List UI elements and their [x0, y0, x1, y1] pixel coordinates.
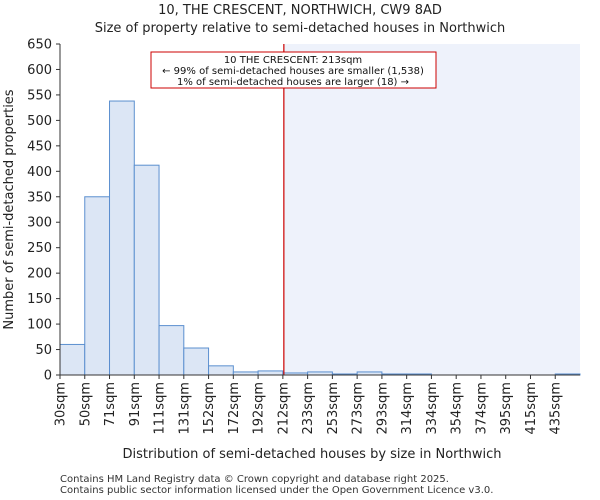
x-ticks-group: 30sqm 50sqm 71sqm 91sqm 111sqm 131sqm 152sqm 17…	[54, 375, 564, 435]
y-tick-label-500: 500	[27, 114, 52, 129]
annotation-box: 10 THE CRESCENT: 213sqm ← 99% of semi-de…	[150, 51, 437, 89]
x-tick-label-293sqm: 293sqm	[375, 382, 390, 435]
x-tick-label-334sqm: 334sqm	[425, 382, 440, 435]
x-tick-label-374sqm: 374sqm	[474, 382, 489, 435]
y-tick-label-50: 50	[35, 343, 52, 358]
x-tick-label-172sqm: 172sqm	[227, 382, 242, 435]
title-line-1: 10, THE CRESCENT, NORTHWICH, CW9 8AD	[158, 3, 442, 18]
x-tick-label-111sqm: 111sqm	[153, 382, 168, 435]
y-tick-label-350: 350	[27, 190, 52, 205]
bar-30sqm	[59, 343, 86, 376]
y-tick-label-150: 150	[27, 292, 52, 307]
x-tick-label-435sqm: 435sqm	[549, 382, 564, 435]
axes-group	[59, 44, 580, 376]
bar-131sqm	[183, 347, 210, 376]
y-tick-label-400: 400	[27, 165, 52, 180]
x-tick-label-253sqm: 253sqm	[326, 382, 341, 435]
x-tick-label-233sqm: 233sqm	[301, 382, 316, 435]
chart-title: 10, THE CRESCENT, NORTHWICH, CW9 8AD Siz…	[0, 2, 600, 38]
bars-group	[59, 100, 581, 376]
x-axis-label: Distribution of semi-detached houses by …	[123, 447, 502, 462]
y-tick-label-550: 550	[27, 88, 52, 103]
annotation-border	[150, 51, 437, 89]
annotation-line-1: 10 THE CRESCENT: 213sqm	[224, 55, 362, 66]
y-axis-label: Number of semi-detached properties	[2, 89, 17, 329]
bar-192sqm	[257, 370, 284, 376]
bar-152sqm	[208, 365, 234, 376]
x-tick-label-50sqm: 50sqm	[78, 382, 93, 426]
x-tick-label-273sqm: 273sqm	[351, 382, 366, 435]
annotation-line-3: 1% of semi-detached houses are larger (1…	[177, 77, 409, 88]
x-tick-label-415sqm: 415sqm	[524, 382, 539, 435]
x-tick-label-152sqm: 152sqm	[202, 382, 217, 435]
y-tick-label-650: 650	[27, 38, 52, 53]
bar-111sqm	[158, 325, 185, 376]
y-tick-label-600: 600	[27, 63, 52, 78]
x-tick-label-71sqm: 71sqm	[103, 382, 118, 426]
y-tick-label-200: 200	[27, 267, 52, 282]
y-tick-label-250: 250	[27, 241, 52, 256]
bar-91sqm	[133, 164, 160, 376]
x-tick-label-192sqm: 192sqm	[252, 382, 267, 435]
y-tick-label-450: 450	[27, 139, 52, 154]
title-line-2: Size of property relative to semi-detach…	[94, 21, 506, 36]
y-tick-label-100: 100	[27, 318, 52, 333]
y-tick-label-0: 0	[44, 369, 52, 384]
x-tick-label-131sqm: 131sqm	[177, 382, 192, 435]
x-tick-label-354sqm: 354sqm	[450, 382, 465, 435]
footer: Contains HM Land Registry data © Crown c…	[60, 474, 493, 496]
y-tick-label-300: 300	[27, 216, 52, 231]
x-tick-label-314sqm: 314sqm	[400, 382, 415, 435]
bar-71sqm	[109, 100, 135, 376]
x-tick-label-212sqm: 212sqm	[276, 382, 291, 435]
x-tick-label-30sqm: 30sqm	[54, 382, 69, 426]
annotation-line-2: ← 99% of semi-detached houses are smalle…	[162, 66, 424, 77]
x-tick-label-395sqm: 395sqm	[499, 382, 514, 435]
footer-line-1: Contains HM Land Registry data © Crown c…	[60, 474, 449, 485]
x-tick-label-91sqm: 91sqm	[128, 382, 143, 426]
larger-properties-region	[283, 44, 580, 375]
footer-line-2: Contains public sector information licen…	[60, 485, 494, 496]
bar-50sqm	[84, 196, 111, 376]
y-ticks-group: 0 50 100 150 200 250 300 350 400 450 500 550 600 650	[27, 38, 60, 384]
